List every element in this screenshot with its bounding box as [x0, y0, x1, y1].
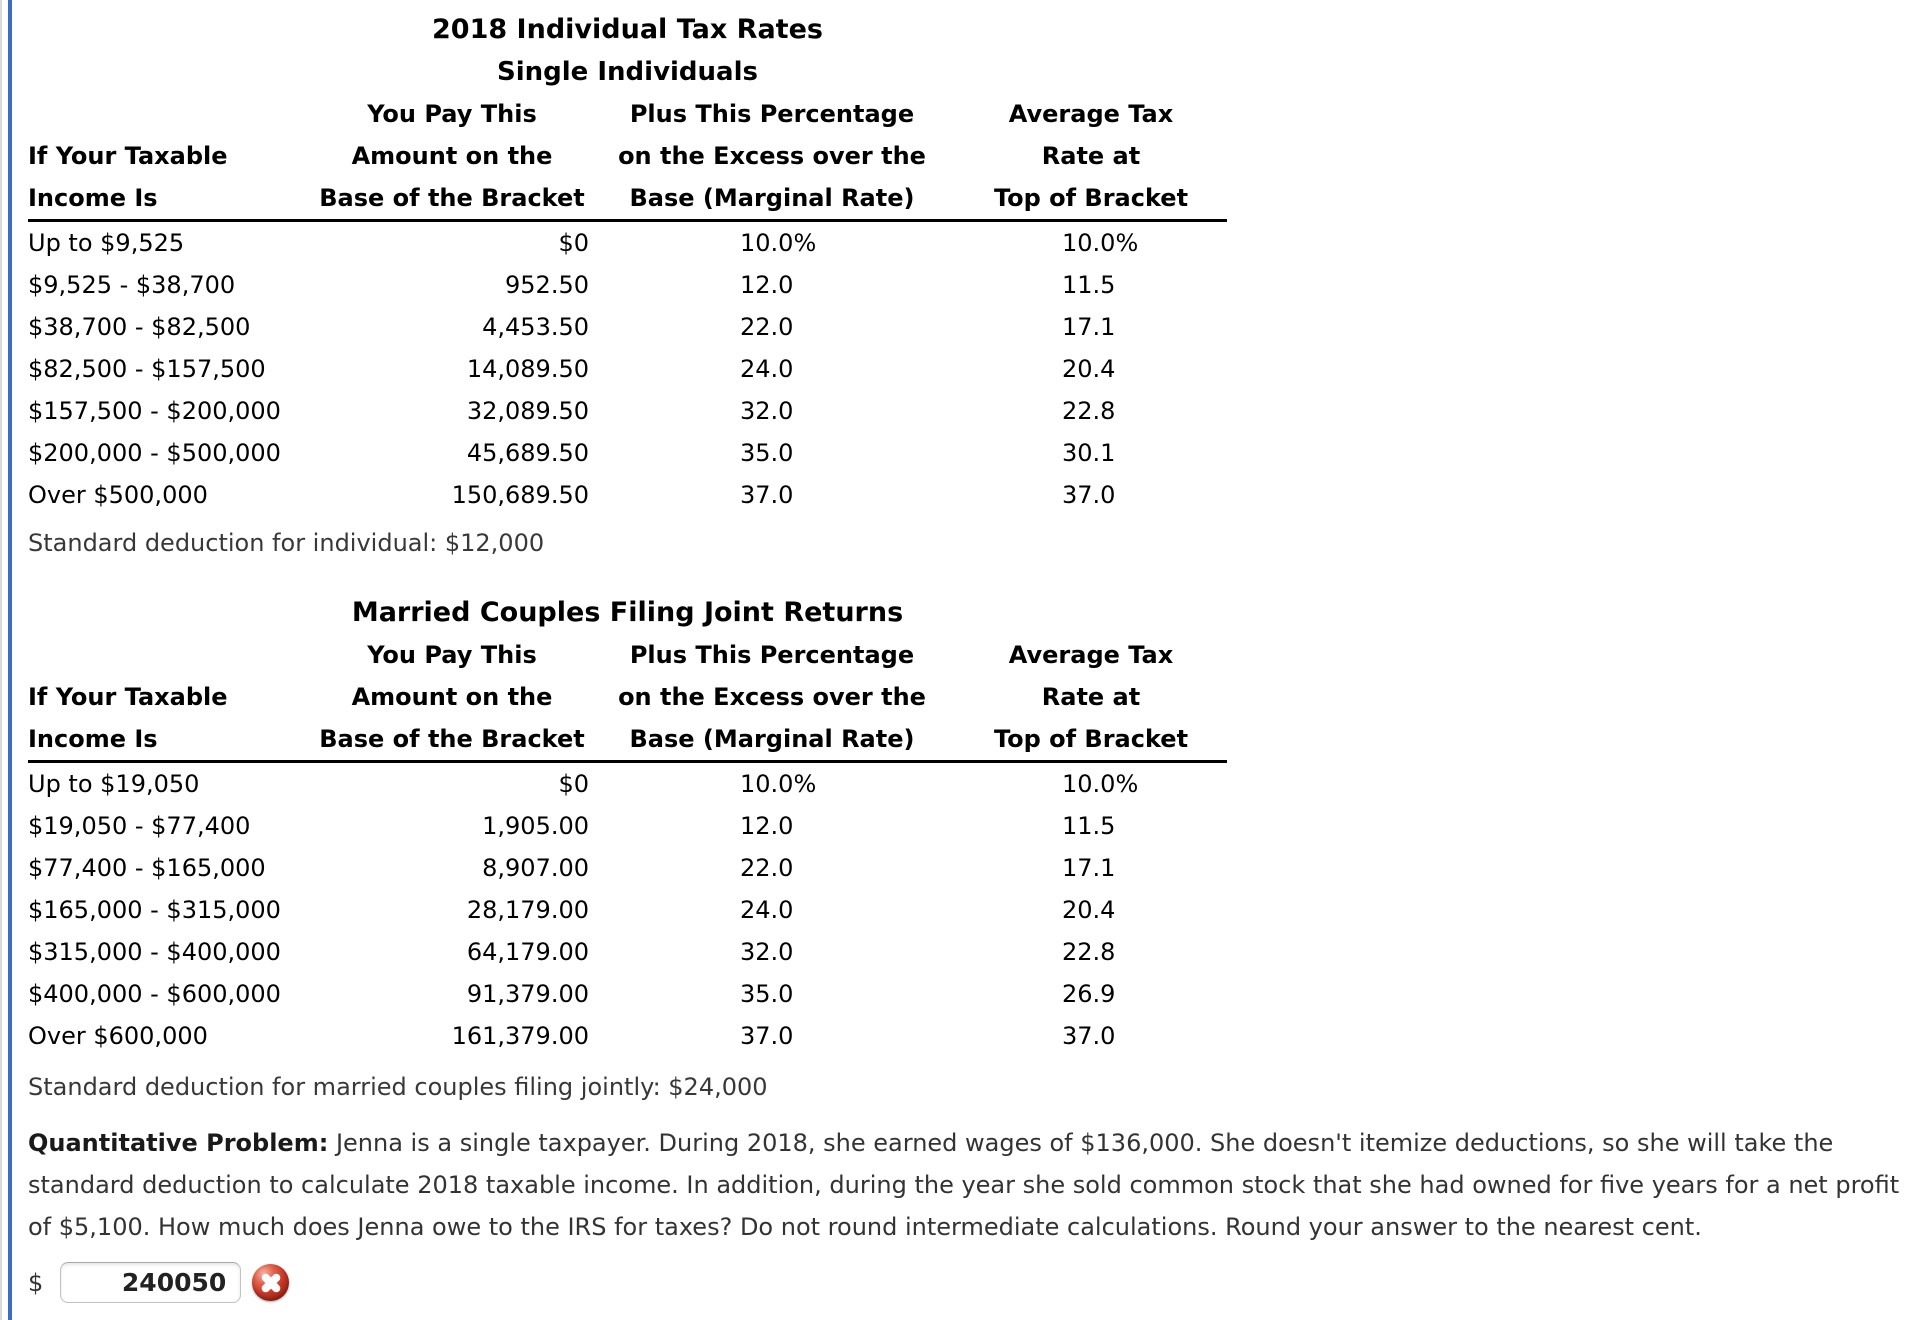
cell-income: $77,400 - $165,000: [28, 854, 266, 882]
cell-income: Over $600,000: [28, 1022, 208, 1050]
table-header-row: If Your Taxable Income Is You Pay This A…: [28, 634, 1227, 763]
cell-marginal: 10.0%: [740, 229, 817, 257]
table2-title: Married Couples Filing Joint Returns: [351, 597, 904, 628]
table1-subtitle: Single Individuals: [497, 57, 758, 87]
cell-marginal: 32.0: [740, 397, 794, 425]
cell-base: 91,379.00: [466, 980, 589, 1008]
standard-deduction-individual-note: Standard deduction for individual: $12,0…: [28, 529, 545, 557]
cell-base: 14,089.50: [466, 355, 589, 383]
cell-income: $38,700 - $82,500: [28, 313, 251, 341]
cell-base: $0: [558, 229, 589, 257]
cell-base: 4,453.50: [482, 313, 589, 341]
table-row: $200,000 - $500,000 45,689.50 35.0 30.1: [28, 432, 1227, 474]
standard-deduction-married-note: Standard deduction for married couples f…: [28, 1073, 768, 1101]
cell-marginal: 22.0: [740, 313, 794, 341]
cell-marginal: 24.0: [740, 355, 794, 383]
problem-body: Jenna is a single taxpayer. During 2018,…: [28, 1129, 1900, 1241]
table-row: Up to $19,050 $0 10.0% 10.0%: [28, 762, 1227, 806]
cell-income: $157,500 - $200,000: [28, 397, 281, 425]
cell-average: 22.8: [1062, 938, 1116, 966]
answer-row: $: [28, 1262, 1922, 1303]
cell-income: Up to $19,050: [28, 770, 200, 798]
column-header-average-rate: Average Tax Rate at Top of Bracket: [955, 634, 1227, 763]
cell-income: Over $500,000: [28, 481, 208, 509]
column-header-income: If Your Taxable Income Is: [28, 93, 315, 222]
table-row: Up to $9,525 $0 10.0% 10.0%: [28, 221, 1227, 265]
cell-marginal: 12.0: [740, 271, 794, 299]
cell-base: 161,379.00: [451, 1022, 589, 1050]
cell-average: 10.0%: [1062, 770, 1139, 798]
incorrect-x-icon: [252, 1264, 290, 1301]
cell-base: 150,689.50: [451, 481, 589, 509]
table-row: Over $600,000 161,379.00 37.0 37.0: [28, 1015, 1227, 1057]
cell-income: $400,000 - $600,000: [28, 980, 281, 1008]
cell-base: 28,179.00: [466, 896, 589, 924]
table-row: $77,400 - $165,000 8,907.00 22.0 17.1: [28, 847, 1227, 889]
cell-marginal: 22.0: [740, 854, 794, 882]
cell-marginal: 32.0: [740, 938, 794, 966]
column-header-base-amount: You Pay This Amount on the Base of the B…: [315, 93, 589, 222]
cell-income: $315,000 - $400,000: [28, 938, 281, 966]
cell-marginal: 24.0: [740, 896, 794, 924]
cell-base: $0: [558, 770, 589, 798]
cell-marginal: 37.0: [740, 481, 794, 509]
column-header-marginal-rate: Plus This Percentage on the Excess over …: [589, 93, 955, 222]
cell-marginal: 12.0: [740, 812, 794, 840]
cell-income: $19,050 - $77,400: [28, 812, 251, 840]
table-row: $82,500 - $157,500 14,089.50 24.0 20.4: [28, 348, 1227, 390]
cell-income: Up to $9,525: [28, 229, 185, 257]
married-joint-table: If Your Taxable Income Is You Pay This A…: [28, 634, 1227, 1057]
table-row: $165,000 - $315,000 28,179.00 24.0 20.4: [28, 889, 1227, 931]
cell-average: 17.1: [1062, 313, 1116, 341]
cell-average: 37.0: [1062, 1022, 1116, 1050]
cell-average: 20.4: [1062, 896, 1116, 924]
cell-marginal: 35.0: [740, 980, 794, 1008]
cell-income: $165,000 - $315,000: [28, 896, 281, 924]
cell-average: 37.0: [1062, 481, 1116, 509]
table-row: $38,700 - $82,500 4,453.50 22.0 17.1: [28, 306, 1227, 348]
cell-income: $200,000 - $500,000: [28, 439, 281, 467]
cell-base: 1,905.00: [482, 812, 589, 840]
table-row: $19,050 - $77,400 1,905.00 12.0 11.5: [28, 805, 1227, 847]
column-header-marginal-rate: Plus This Percentage on the Excess over …: [589, 634, 955, 763]
cell-average: 10.0%: [1062, 229, 1139, 257]
answer-input[interactable]: [60, 1262, 242, 1303]
cell-marginal: 37.0: [740, 1022, 794, 1050]
cell-base: 32,089.50: [466, 397, 589, 425]
table1-title: 2018 Individual Tax Rates: [432, 14, 823, 45]
cell-base: 64,179.00: [466, 938, 589, 966]
table-row: Over $500,000 150,689.50 37.0 37.0: [28, 474, 1227, 516]
dollar-sign-label: $: [28, 1268, 44, 1297]
cell-base: 8,907.00: [482, 854, 589, 882]
table-header-row: If Your Taxable Income Is You Pay This A…: [28, 93, 1227, 222]
cell-marginal: 35.0: [740, 439, 794, 467]
cell-base: 952.50: [505, 271, 589, 299]
cell-average: 17.1: [1062, 854, 1116, 882]
table-row: $315,000 - $400,000 64,179.00 32.0 22.8: [28, 931, 1227, 973]
table-row: $9,525 - $38,700 952.50 12.0 11.5: [28, 264, 1227, 306]
table-row: $157,500 - $200,000 32,089.50 32.0 22.8: [28, 390, 1227, 432]
cell-average: 11.5: [1062, 812, 1116, 840]
single-individuals-table: If Your Taxable Income Is You Pay This A…: [28, 93, 1227, 516]
cell-average: 20.4: [1062, 355, 1116, 383]
cell-average: 11.5: [1062, 271, 1116, 299]
column-header-income: If Your Taxable Income Is: [28, 634, 315, 763]
cell-base: 45,689.50: [466, 439, 589, 467]
cell-average: 30.1: [1062, 439, 1116, 467]
table-row: $400,000 - $600,000 91,379.00 35.0 26.9: [28, 973, 1227, 1015]
cell-marginal: 10.0%: [740, 770, 817, 798]
window-edge-line: [0, 0, 2, 1320]
cell-income: $82,500 - $157,500: [28, 355, 266, 383]
problem-label: Quantitative Problem:: [28, 1129, 329, 1157]
cell-income: $9,525 - $38,700: [28, 271, 236, 299]
cell-average: 26.9: [1062, 980, 1116, 1008]
question-left-border: [8, 0, 12, 1320]
column-header-average-rate: Average Tax Rate at Top of Bracket: [955, 93, 1227, 222]
quantitative-problem-text: Quantitative Problem: Jenna is a single …: [28, 1122, 1900, 1248]
column-header-base-amount: You Pay This Amount on the Base of the B…: [315, 634, 589, 763]
cell-average: 22.8: [1062, 397, 1116, 425]
